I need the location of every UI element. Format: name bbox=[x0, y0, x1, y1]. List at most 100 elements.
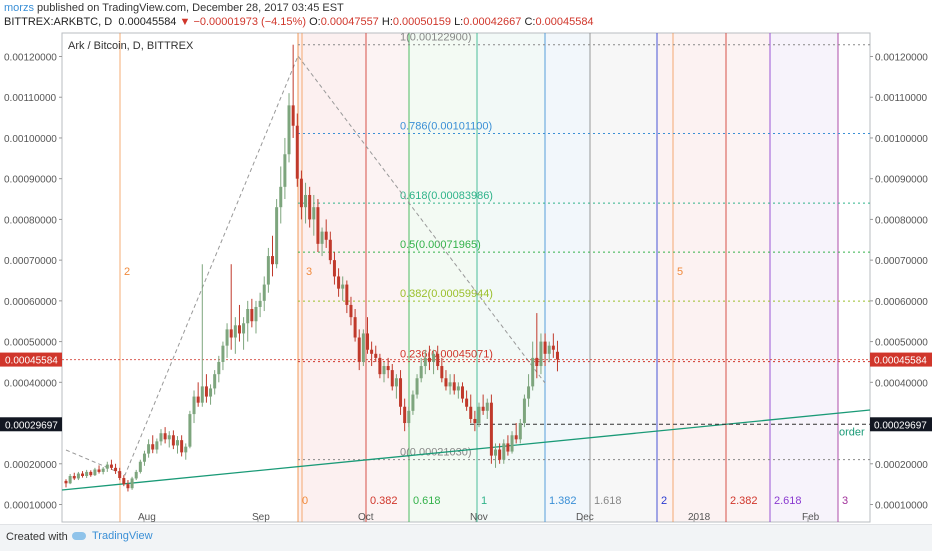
close-value: 0.00045584 bbox=[535, 16, 594, 28]
open-label: O: bbox=[309, 16, 321, 28]
candle-body bbox=[328, 239, 332, 261]
fib-level-label: 0.382(0.00059944) bbox=[400, 288, 493, 300]
candle-body bbox=[93, 469, 97, 476]
candle-body bbox=[494, 449, 498, 456]
candle-body bbox=[242, 323, 246, 334]
price-badge-right bbox=[870, 417, 932, 432]
y-tick-label-left: 0.00050000 bbox=[4, 338, 57, 349]
fib-zone-shading bbox=[298, 33, 838, 522]
candle-body bbox=[76, 473, 80, 479]
candle-body bbox=[415, 378, 419, 395]
candle-body bbox=[114, 467, 118, 472]
support-line-label: order bbox=[839, 426, 865, 438]
price-chart[interactable]: 0 0.382 0.618 1 1.382 1.618 2 2.382 2.618 3 2 3 5 1(… bbox=[0, 30, 932, 524]
price-badge-left-label: 0.00045584 bbox=[5, 356, 58, 367]
candle-body bbox=[432, 353, 436, 362]
candle-body bbox=[341, 284, 345, 289]
open-value: 0.00047557 bbox=[320, 16, 379, 28]
candle-body bbox=[155, 441, 159, 450]
candle-body bbox=[436, 353, 440, 367]
y-tick-label-right: 0.00100000 bbox=[875, 134, 928, 145]
candle-body bbox=[237, 325, 241, 334]
y-tick-label-left: 0.00110000 bbox=[4, 93, 57, 104]
candle-body bbox=[147, 444, 151, 454]
axes: 0.00010000 0.00010000 0.00020000 0.00020000… bbox=[0, 53, 932, 523]
candle-body bbox=[444, 378, 448, 387]
candle-body bbox=[184, 446, 188, 453]
candle-body bbox=[258, 300, 262, 307]
candle-body bbox=[209, 388, 213, 397]
candle-body bbox=[460, 386, 464, 399]
candle-body bbox=[456, 386, 460, 391]
fib-time-label: 1.382 bbox=[549, 495, 577, 507]
price-badge-right-label: 0.00045584 bbox=[874, 356, 927, 367]
candle-body bbox=[510, 435, 514, 452]
candle-body bbox=[353, 317, 357, 338]
candle-body bbox=[465, 398, 469, 407]
fib-time-label: 1 bbox=[481, 495, 487, 507]
fib-time-label: 0 bbox=[302, 495, 308, 507]
candle-body bbox=[68, 475, 72, 484]
candle-body bbox=[176, 440, 180, 446]
y-tick-label-right: 0.00120000 bbox=[875, 53, 928, 64]
candle-body bbox=[370, 349, 374, 354]
candle-body bbox=[221, 345, 225, 362]
price-badge-left bbox=[0, 417, 62, 432]
y-tick-label-left: 0.00080000 bbox=[4, 215, 57, 226]
tradingview-cloud-icon bbox=[72, 532, 86, 541]
fib-level-label: 0.786(0.00101100) bbox=[400, 120, 492, 132]
y-tick-label-left: 0.00120000 bbox=[4, 53, 57, 64]
x-tick-label: Oct bbox=[358, 512, 374, 523]
candle-body bbox=[555, 351, 559, 360]
publish-info: morzs published on TradingView.com, Dece… bbox=[4, 2, 344, 14]
high-value: 0.00050159 bbox=[392, 16, 451, 28]
symbol-name: BITTREX:ARKBTC, D bbox=[4, 16, 113, 28]
candle-body bbox=[138, 461, 142, 472]
candle-body bbox=[469, 406, 473, 419]
candle-body bbox=[213, 374, 217, 389]
fib-time-zones: 0 0.382 0.618 1 1.382 1.618 2 2.382 2.618 3 2 3 5 bbox=[119, 33, 848, 522]
candle-body bbox=[262, 284, 266, 301]
wave-label: 3 bbox=[306, 266, 312, 278]
candle-body bbox=[180, 440, 184, 453]
x-tick-label: Feb bbox=[802, 512, 820, 523]
candle-body bbox=[337, 276, 341, 289]
y-tick-label-left: 0.00010000 bbox=[4, 501, 57, 512]
candle-body bbox=[159, 433, 163, 442]
tradingview-logo[interactable]: TradingView bbox=[72, 530, 153, 542]
candle-body bbox=[394, 378, 398, 387]
candle-body bbox=[365, 333, 369, 350]
y-tick-label-right: 0.00040000 bbox=[875, 378, 928, 389]
candle-body bbox=[204, 386, 208, 397]
candle-body bbox=[378, 357, 382, 375]
candle-body bbox=[452, 382, 456, 391]
fib-time-label: 2 bbox=[661, 495, 667, 507]
candle-body bbox=[254, 306, 258, 322]
candle-body bbox=[345, 284, 349, 305]
candle-body bbox=[192, 396, 196, 415]
candle-body bbox=[547, 345, 551, 354]
fib-time-label: 0.382 bbox=[370, 495, 398, 507]
candle-body bbox=[188, 414, 192, 447]
candle-body bbox=[399, 378, 403, 407]
candle-body bbox=[361, 333, 365, 362]
candle-body bbox=[473, 418, 477, 424]
fib-time-label: 2.618 bbox=[774, 495, 802, 507]
y-tick-label-left: 0.00100000 bbox=[4, 134, 57, 145]
y-tick-label-left: 0.00060000 bbox=[4, 297, 57, 308]
candle-body bbox=[407, 410, 411, 424]
candle-body bbox=[81, 473, 85, 476]
candle-body bbox=[142, 453, 146, 462]
candle-body bbox=[89, 471, 93, 476]
candle-body bbox=[308, 194, 312, 220]
candle-body bbox=[85, 471, 89, 476]
candle-body bbox=[287, 105, 291, 155]
candle-body bbox=[332, 260, 336, 277]
candle-body bbox=[105, 464, 109, 469]
publisher-link[interactable]: morzs bbox=[4, 2, 34, 14]
grid bbox=[61, 32, 871, 523]
x-tick-label: Aug bbox=[138, 512, 156, 523]
fib-level-label: 0.5(0.00071965) bbox=[400, 239, 481, 251]
last-price-value: 0.00045584 bbox=[118, 16, 177, 28]
wave-label: 5 bbox=[677, 266, 683, 278]
